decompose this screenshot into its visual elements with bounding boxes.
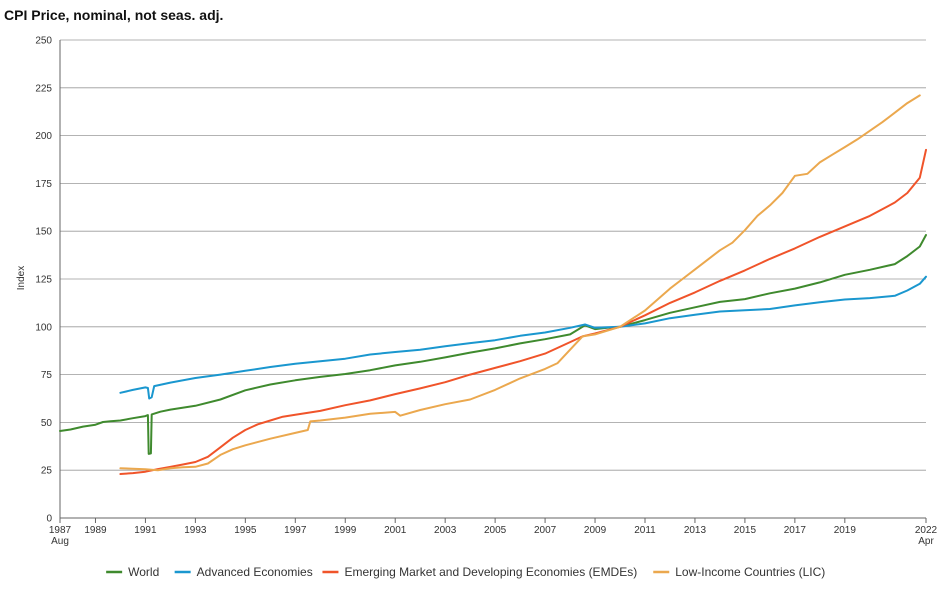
- y-axis-ticks: 0 25 50 75 100 125 150 175 200 225 250: [35, 36, 52, 525]
- series-lines: [59, 94, 927, 475]
- x-tick-label: 1997: [284, 525, 307, 536]
- y-axis-label: Index: [16, 266, 27, 290]
- x-tick-label: 1987: [49, 525, 72, 536]
- x-tick-sublabel: Apr: [918, 536, 934, 547]
- y-tick-label: 200: [35, 131, 52, 142]
- x-tick-label: 1993: [184, 525, 207, 536]
- x-tick-label: 2007: [534, 525, 557, 536]
- x-tick-label: 1989: [84, 525, 107, 536]
- legend-label-world: World: [128, 565, 159, 579]
- legend-label-emerging-market-and-developing-economies-emdes: Emerging Market and Developing Economies…: [344, 565, 637, 579]
- y-tick-label: 0: [46, 514, 52, 525]
- x-tick-label: 1991: [134, 525, 157, 536]
- y-tick-label: 125: [35, 275, 52, 286]
- y-tick-label: 50: [41, 418, 53, 429]
- y-tick-label: 175: [35, 179, 52, 190]
- x-tick-label: 2003: [434, 525, 457, 536]
- legend: World Advanced Economies Emerging Market a…: [106, 565, 825, 579]
- x-tick-label: 1999: [334, 525, 357, 536]
- x-tick-label: 2019: [834, 525, 857, 536]
- grid-lines: [59, 39, 926, 519]
- legend-label-advanced-economies: Advanced Economies: [197, 565, 313, 579]
- series-line-world: [59, 234, 927, 455]
- x-tick-sublabel: Aug: [51, 536, 69, 547]
- y-tick-label: 250: [35, 36, 52, 47]
- x-tick-label: 2001: [384, 525, 407, 536]
- y-tick-label: 75: [41, 370, 53, 381]
- x-tick-label: 2013: [684, 525, 707, 536]
- x-tick-label: 2011: [634, 525, 656, 536]
- y-tick-label: 225: [35, 83, 52, 94]
- x-tick-label: 2017: [784, 525, 807, 536]
- x-tick-label: 2009: [584, 525, 607, 536]
- y-tick-label: 150: [35, 227, 52, 238]
- series-line-advanced-economies: [119, 275, 927, 400]
- x-tick-label: 2022: [915, 525, 938, 536]
- legend-label-low-income-countries-lic: Low-Income Countries (LIC): [675, 565, 825, 579]
- x-tick-label: 2015: [734, 525, 757, 536]
- series-line-emerging-market-and-developing-economies-emdes: [119, 148, 927, 475]
- x-tick-label: 2005: [484, 525, 507, 536]
- x-tick-label: 1995: [234, 525, 257, 536]
- series-line-low-income-countries-lic: [119, 94, 921, 472]
- chart-title: CPI Price, nominal, not seas. adj.: [4, 7, 223, 23]
- y-tick-label: 100: [35, 322, 52, 333]
- y-tick-label: 25: [41, 466, 53, 477]
